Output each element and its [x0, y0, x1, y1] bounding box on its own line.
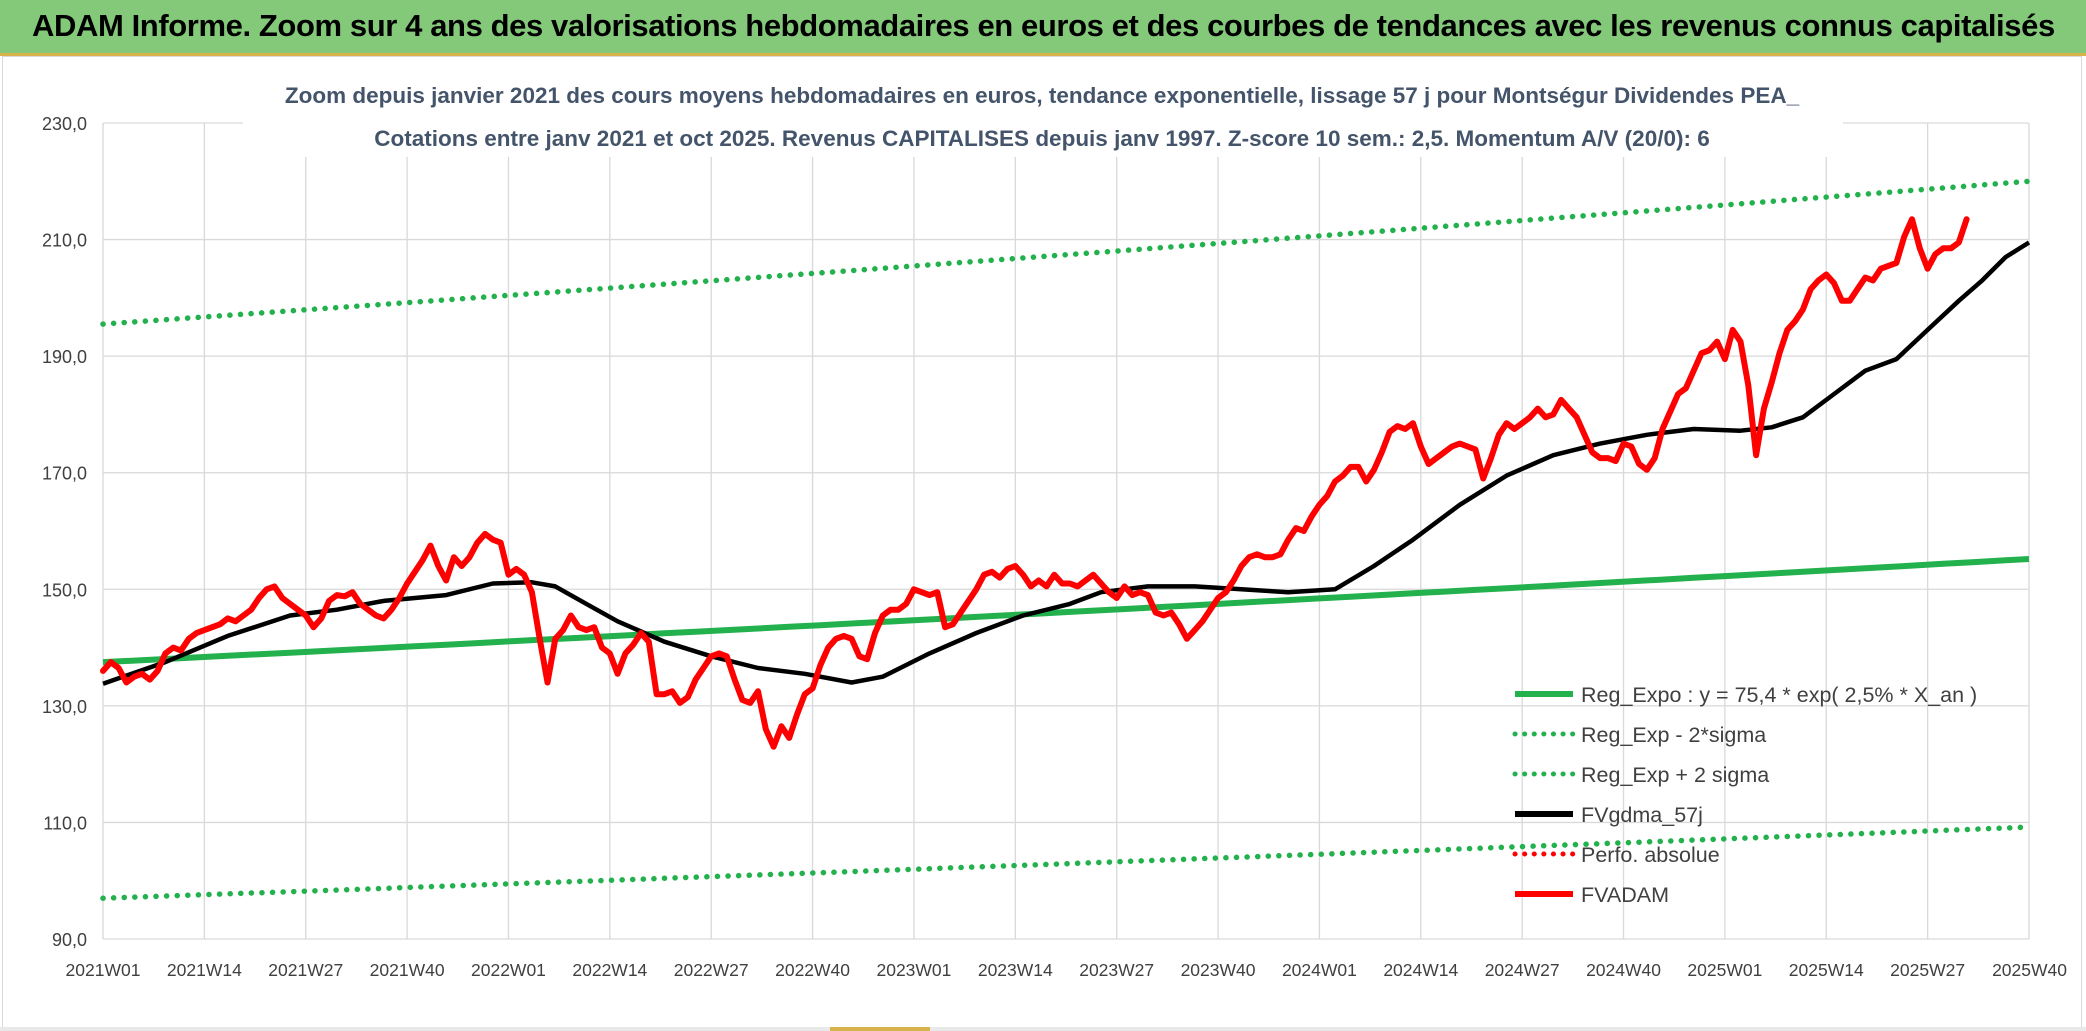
x-tick-label: 2023W27 — [1079, 960, 1154, 980]
x-tick-label: 2022W01 — [471, 960, 546, 980]
legend: Reg_Expo : y = 75,4 * exp( 2,5% * X_an )… — [1512, 683, 1977, 907]
chart-svg: Zoom depuis janvier 2021 des cours moyen… — [42, 79, 2068, 980]
x-tick-label: 2024W14 — [1383, 960, 1458, 980]
x-tick-label: 2021W14 — [167, 960, 242, 980]
x-tick-label: 2023W01 — [876, 960, 951, 980]
chart-title-line2: Cotations entre janv 2021 et oct 2025. R… — [374, 126, 1709, 151]
legend-label-high: Reg_Exp + 2 sigma — [1581, 763, 1769, 787]
x-tick-label: 2022W27 — [674, 960, 749, 980]
legend-label-perf: Perfo. absolue — [1581, 843, 1720, 867]
series-fvadam — [100, 216, 1970, 750]
y-tick-label: 150,0 — [42, 580, 87, 600]
series-reg-minus-2sigma — [100, 824, 2032, 901]
y-tick-label: 90,0 — [52, 930, 87, 950]
series-reg-expo — [102, 556, 2030, 666]
x-tick-label: 2024W27 — [1485, 960, 1560, 980]
y-tick-label: 110,0 — [43, 813, 87, 833]
legend-label-ma: FVgdma_57j — [1581, 803, 1703, 827]
series — [100, 178, 2032, 901]
x-tick-label: 2024W40 — [1586, 960, 1661, 980]
legend-label-price: FVADAM — [1581, 883, 1669, 907]
x-tick-label: 2025W14 — [1789, 960, 1864, 980]
y-tick-label: 190,0 — [42, 347, 87, 367]
x-tick-label: 2021W27 — [268, 960, 343, 980]
x-tick-label: 2021W01 — [66, 960, 141, 980]
legend-label-low: Reg_Exp - 2*sigma — [1581, 723, 1766, 747]
page-title: ADAM Informe. Zoom sur 4 ans des valoris… — [32, 8, 2055, 43]
x-tick-label: 2025W27 — [1890, 960, 1965, 980]
x-tick-label: 2025W40 — [1992, 960, 2067, 980]
chart-title-line1: Zoom depuis janvier 2021 des cours moyen… — [285, 83, 1800, 108]
y-tick-label: 170,0 — [42, 464, 87, 484]
series-reg-plus-2sigma — [100, 178, 2032, 327]
x-tick-label: 2022W14 — [572, 960, 647, 980]
x-tick-label: 2024W01 — [1282, 960, 1357, 980]
y-tick-label: 130,0 — [42, 697, 87, 717]
gridlines — [102, 122, 2030, 940]
x-tick-label: 2022W40 — [775, 960, 850, 980]
x-tick-label: 2021W40 — [370, 960, 445, 980]
y-axis-ticks: 90,0 110,0 130,0 150,0 170,0 190,0 210,0 230,0 — [42, 114, 87, 950]
x-tick-label: 2023W40 — [1181, 960, 1256, 980]
x-tick-label: 2025W01 — [1687, 960, 1762, 980]
header-bar: ADAM Informe. Zoom sur 4 ans des valoris… — [0, 0, 2086, 56]
bottom-strip — [0, 1027, 2086, 1031]
x-tick-label: 2023W14 — [978, 960, 1053, 980]
series-fvgdma-57j — [102, 240, 2031, 686]
bottom-mark — [830, 1027, 930, 1031]
legend-label-reg: Reg_Expo : y = 75,4 * exp( 2,5% * X_an ) — [1581, 683, 1977, 707]
chart-title-background — [243, 79, 1843, 157]
x-axis-ticks: 2021W01 2021W14 2021W27 2021W40 2022W01 2022W… — [66, 960, 2068, 980]
y-tick-label: 230,0 — [42, 114, 87, 134]
chart-frame: Zoom depuis janvier 2021 des cours moyen… — [2, 56, 2082, 1028]
y-tick-label: 210,0 — [42, 231, 87, 251]
